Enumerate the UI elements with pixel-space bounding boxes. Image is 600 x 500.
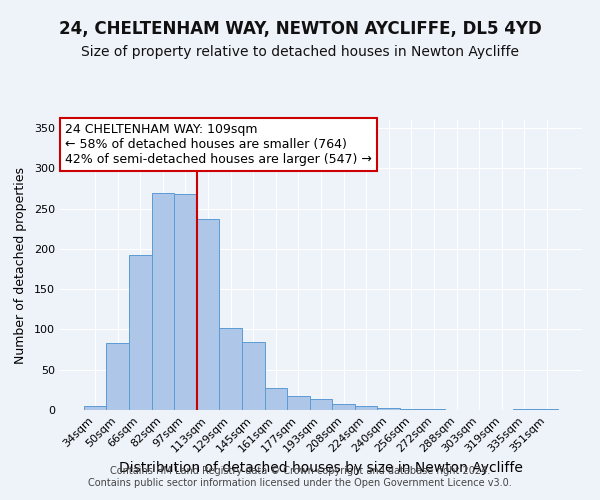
- Bar: [332, 404, 355, 410]
- Bar: [536, 409, 558, 410]
- Text: 24 CHELTENHAM WAY: 109sqm
← 58% of detached houses are smaller (764)
42% of semi: 24 CHELTENHAM WAY: 109sqm ← 58% of detac…: [65, 123, 372, 166]
- Bar: [265, 388, 287, 410]
- Bar: [242, 342, 265, 410]
- Bar: [129, 254, 152, 410]
- Text: Contains HM Land Registry data © Crown copyright and database right 2024.
Contai: Contains HM Land Registry data © Crown c…: [88, 466, 512, 487]
- Bar: [106, 343, 129, 410]
- Bar: [174, 194, 197, 410]
- Text: Size of property relative to detached houses in Newton Aycliffe: Size of property relative to detached ho…: [81, 45, 519, 59]
- Bar: [377, 408, 400, 410]
- Bar: [355, 406, 377, 410]
- Bar: [84, 406, 106, 410]
- Bar: [287, 396, 310, 410]
- Bar: [197, 219, 220, 410]
- Bar: [220, 328, 242, 410]
- Bar: [400, 409, 422, 410]
- X-axis label: Distribution of detached houses by size in Newton Aycliffe: Distribution of detached houses by size …: [119, 461, 523, 475]
- Text: 24, CHELTENHAM WAY, NEWTON AYCLIFFE, DL5 4YD: 24, CHELTENHAM WAY, NEWTON AYCLIFFE, DL5…: [59, 20, 541, 38]
- Bar: [422, 409, 445, 410]
- Bar: [310, 398, 332, 410]
- Bar: [513, 409, 536, 410]
- Y-axis label: Number of detached properties: Number of detached properties: [14, 166, 27, 364]
- Bar: [152, 192, 174, 410]
